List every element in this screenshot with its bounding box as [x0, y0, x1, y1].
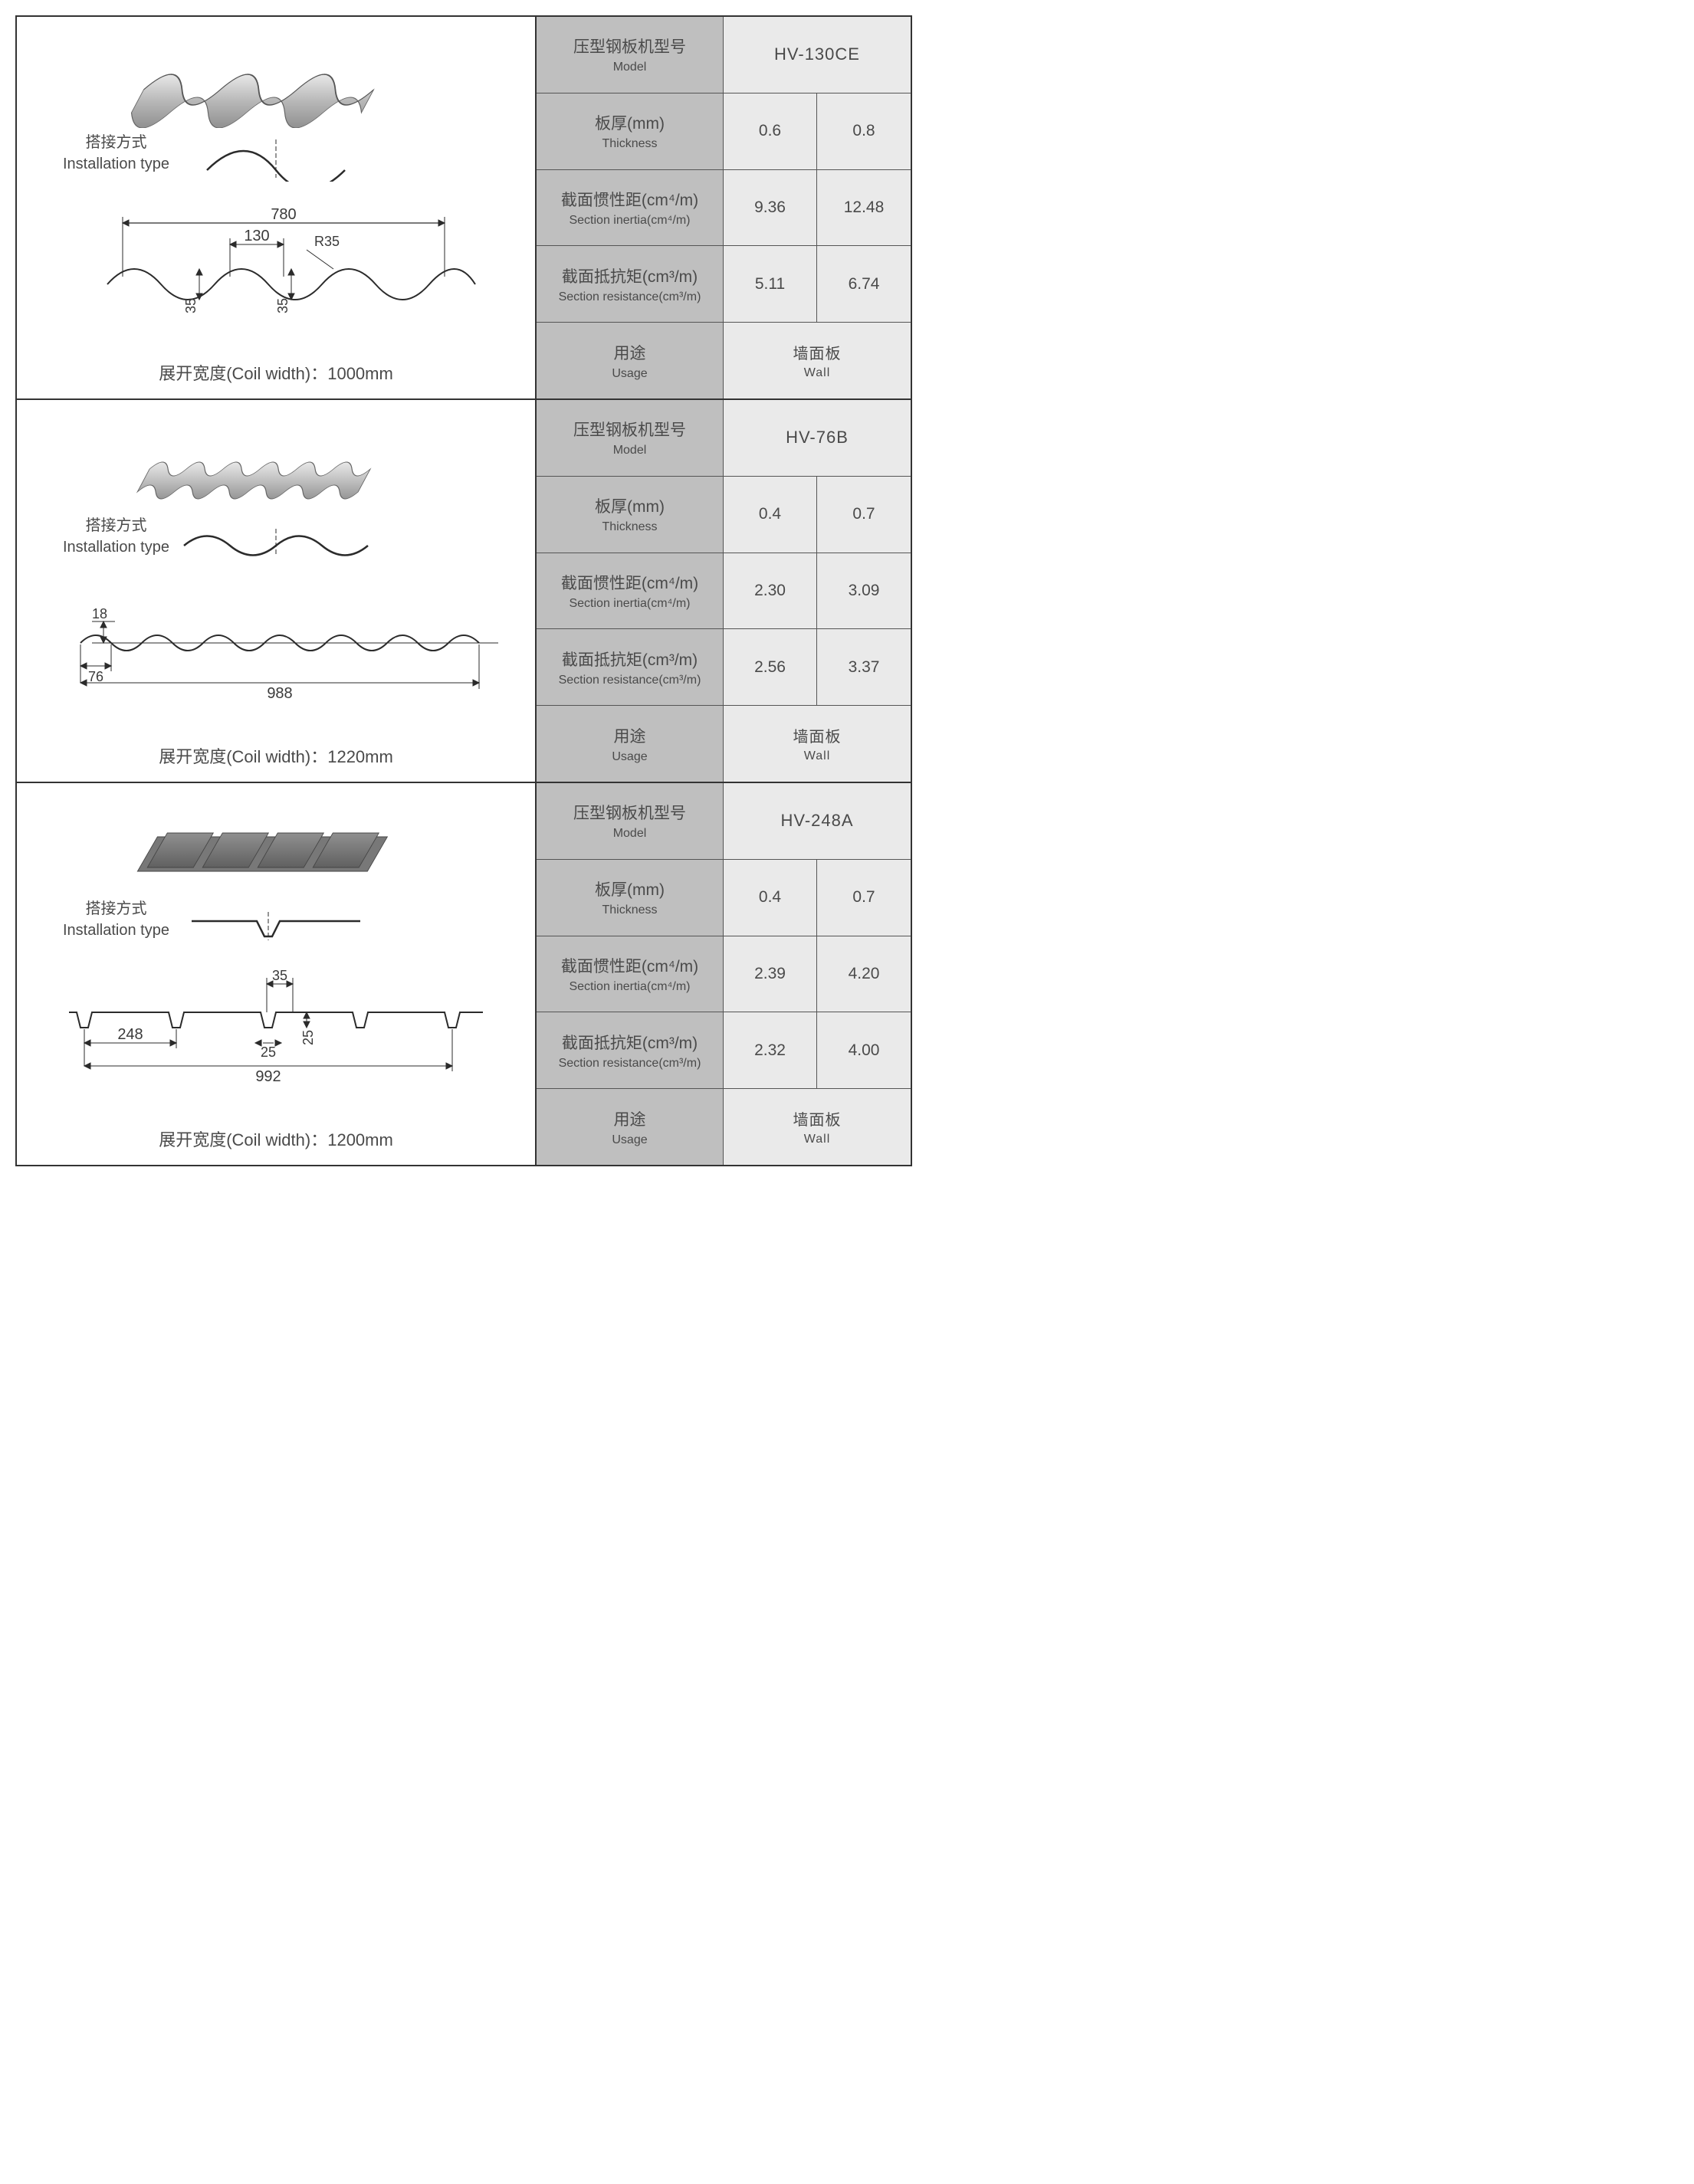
model-value: HV-130CE — [724, 17, 911, 93]
spec-sheet: 搭接方式 Installation type 780 — [15, 15, 912, 1166]
render-3d — [25, 25, 527, 132]
coil-width: 展开宽度(Coil width)：1000mm — [25, 360, 527, 385]
dim-rib-bot: 25 — [261, 1044, 276, 1060]
dim-width: 988 — [267, 685, 292, 702]
install-profile: 搭接方式 Installation type — [25, 132, 527, 185]
product-row: 搭接方式 Installation type 18 — [17, 400, 911, 783]
product-row: 搭接方式 Installation type 780 — [17, 17, 911, 400]
diagram-cell: 搭接方式 Installation type 18 — [17, 400, 537, 782]
model-value: HV-248A — [724, 783, 911, 859]
spec-table: 压型钢板机型号ModelHV-130CE 板厚(mm)Thickness0.60… — [537, 17, 911, 398]
install-en: Installation type — [63, 922, 169, 939]
tech-drawing: 35 248 25 — [25, 952, 527, 1126]
dim-h1: 35 — [183, 298, 199, 313]
dim-width: 780 — [271, 208, 296, 223]
diagram-cell: 搭接方式 Installation type 780 — [17, 17, 537, 398]
spec-table: 压型钢板机型号ModelHV-248A 板厚(mm)Thickness0.40.… — [537, 783, 911, 1165]
usage-value: 墙面板Wall — [724, 323, 911, 398]
tech-drawing: 18 76 988 — [25, 569, 527, 743]
dim-width: 992 — [255, 1068, 281, 1085]
spec-table: 压型钢板机型号ModelHV-76B 板厚(mm)Thickness0.40.7… — [537, 400, 911, 782]
dim-pitch: 248 — [117, 1026, 143, 1043]
install-en: Installation type — [63, 539, 169, 556]
dim-rib-top: 35 — [272, 970, 287, 983]
dim-pitch: 130 — [244, 228, 269, 244]
diagram-cell: 搭接方式 Installation type 35 — [17, 783, 537, 1165]
dim-height: 25 — [300, 1030, 316, 1045]
install-label: 搭接方式 Installation type — [63, 132, 169, 175]
dim-radius: R35 — [314, 234, 340, 249]
render-3d — [25, 408, 527, 515]
install-profile: 搭接方式 Installation type — [25, 515, 527, 569]
install-label: 搭接方式 Installation type — [63, 515, 169, 558]
render-3d — [25, 791, 527, 898]
product-row: 搭接方式 Installation type 35 — [17, 783, 911, 1166]
coil-width: 展开宽度(Coil width)：1220mm — [25, 743, 527, 768]
install-cn: 搭接方式 — [85, 517, 146, 534]
coil-width: 展开宽度(Coil width)：1200mm — [25, 1126, 527, 1151]
dim-pitch: 76 — [88, 669, 103, 684]
dim-height: 18 — [92, 606, 107, 621]
install-cn: 搭接方式 — [85, 900, 146, 917]
dim-h2: 35 — [275, 298, 291, 313]
install-label: 搭接方式 Installation type — [63, 898, 169, 941]
model-value: HV-76B — [724, 400, 911, 476]
install-profile: 搭接方式 Installation type — [25, 898, 527, 952]
install-en: Installation type — [63, 156, 169, 172]
tech-drawing: 780 130 R35 35 — [25, 185, 527, 360]
install-cn: 搭接方式 — [85, 134, 146, 151]
